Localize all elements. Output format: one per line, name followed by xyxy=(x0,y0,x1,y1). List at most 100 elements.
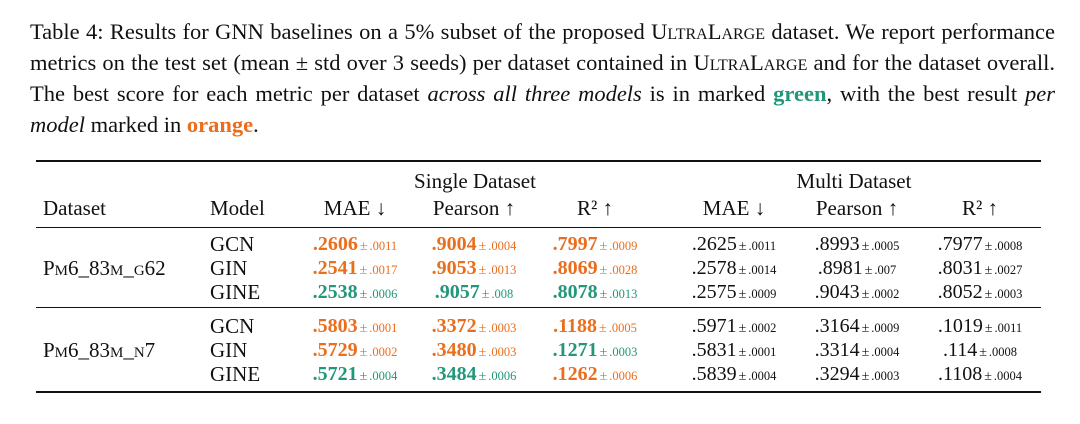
metric-mean: .5729 xyxy=(312,339,358,361)
metric-mean: .5721 xyxy=(312,363,358,385)
caption-text: is in marked xyxy=(641,81,774,106)
plus-minus-sign: ± xyxy=(478,263,487,278)
metric-std: .0001 xyxy=(369,321,398,335)
metric-std: .0014 xyxy=(748,263,777,277)
metric-std: .0008 xyxy=(988,345,1018,359)
dataset-name: Pm6_83m_n7 xyxy=(43,338,156,362)
metric-mean: .8031 xyxy=(937,257,983,279)
metric-cell: .8052 ± .0003 xyxy=(938,280,1023,307)
metric-cell: .8078 ± .0013 xyxy=(553,280,638,307)
plus-minus-sign: ± xyxy=(359,239,368,254)
metric-cell: .5839 ± .0004 xyxy=(692,362,777,389)
plus-minus-sign: ± xyxy=(599,287,608,302)
metric-mean: .5831 xyxy=(691,339,737,361)
plus-minus-sign: ± xyxy=(599,239,608,254)
plus-minus-sign: ± xyxy=(738,345,747,360)
plus-minus-sign: ± xyxy=(359,345,368,360)
column-header-r2-single: R² ↑ xyxy=(576,196,614,220)
plus-minus-sign: ± xyxy=(359,369,368,384)
metric-std: .0004 xyxy=(369,369,398,383)
metric-cell: .9043 ± .0002 xyxy=(815,280,900,307)
metric-std: .0006 xyxy=(369,287,398,301)
metric-mean: .1271 xyxy=(552,339,598,361)
metric-mean: .3294 xyxy=(814,363,860,385)
metric-std: .0011 xyxy=(994,321,1023,335)
column-header-dataset: Dataset xyxy=(43,196,106,220)
plus-minus-sign: ± xyxy=(738,239,747,254)
plus-minus-sign: ± xyxy=(478,239,487,254)
metric-mean: .8069 xyxy=(552,257,598,279)
metric-std: .0003 xyxy=(609,345,638,359)
plus-minus-sign: ± xyxy=(861,321,870,336)
metric-mean: .8993 xyxy=(814,233,860,255)
metric-mean: .2541 xyxy=(312,257,358,279)
plus-minus-sign: ± xyxy=(979,345,987,360)
plus-minus-sign: ± xyxy=(738,321,747,336)
metric-mean: .1108 xyxy=(937,363,983,385)
metric-mean: .5971 xyxy=(691,315,737,337)
metric-mean: .8078 xyxy=(552,281,598,303)
plus-minus-sign: ± xyxy=(984,369,992,384)
metric-std: .0009 xyxy=(748,287,777,301)
caption-green-word: green xyxy=(773,81,827,106)
model-name: GCN xyxy=(210,314,255,338)
metric-std: .0013 xyxy=(488,263,517,277)
metric-mean: .2606 xyxy=(312,233,358,255)
metric-cell: .2541 ± .0017 xyxy=(313,256,398,283)
metric-mean: .3314 xyxy=(814,339,860,361)
caption-text: and for the dataset overall. The best sc… xyxy=(30,50,1055,106)
metric-mean: .1262 xyxy=(552,363,598,385)
metric-mean: .2578 xyxy=(691,257,737,279)
metric-cell: .1188 ± .0005 xyxy=(553,314,637,341)
plus-minus-sign: ± xyxy=(481,287,490,302)
caption-text: dataset. We report performance metrics o… xyxy=(30,19,1055,75)
bottom-rule xyxy=(36,391,1041,393)
plus-minus-sign: ± xyxy=(478,369,487,384)
caption-text: . xyxy=(253,112,259,137)
plus-minus-sign: ± xyxy=(984,287,993,302)
column-header-model: Model xyxy=(210,196,265,220)
metric-cell: .8981 ± .007 xyxy=(818,256,897,283)
metric-std: .0002 xyxy=(748,321,777,335)
plus-minus-sign: ± xyxy=(984,239,993,254)
model-name: GIN xyxy=(210,256,248,280)
plus-minus-sign: ± xyxy=(984,263,993,278)
metric-cell: .5729 ± .0002 xyxy=(313,338,398,365)
metric-cell: .8069 ± .0028 xyxy=(553,256,638,283)
metric-cell: .9053 ± .0013 xyxy=(432,256,517,283)
metric-cell: .9004 ± .0004 xyxy=(432,232,517,259)
caption-emphasis: across all three models xyxy=(427,81,642,106)
metric-std: .0005 xyxy=(608,321,637,335)
caption-text: marked in xyxy=(85,112,187,137)
metric-std: .0003 xyxy=(488,345,517,359)
metric-std: .007 xyxy=(874,263,897,277)
metric-cell: .2538 ± .0006 xyxy=(313,280,398,307)
plus-minus-sign: ± xyxy=(599,321,607,336)
metric-mean: .8052 xyxy=(937,281,983,303)
plus-minus-sign: ± xyxy=(478,321,487,336)
top-rule xyxy=(36,160,1041,162)
metric-mean: .7997 xyxy=(552,233,598,255)
column-header-pearson-single: Pearson ↑ xyxy=(432,196,516,220)
metric-mean: .5839 xyxy=(691,363,737,385)
caption-dataset-name: UltraLarge xyxy=(693,50,808,75)
column-header-mae-single: MAE ↓ xyxy=(323,196,387,220)
metric-cell: .3372 ± .0003 xyxy=(432,314,517,341)
metric-std: .008 xyxy=(491,287,514,301)
metric-std: .0013 xyxy=(609,287,638,301)
metric-std: .0009 xyxy=(871,321,900,335)
plus-minus-sign: ± xyxy=(861,369,870,384)
header-rule xyxy=(36,227,1041,228)
caption-emphasis: per model xyxy=(30,81,1056,137)
plus-minus-sign: ± xyxy=(861,239,870,254)
plus-minus-sign: ± xyxy=(359,287,368,302)
metric-cell: .2578 ± .0014 xyxy=(692,256,777,283)
metric-cell: .5721 ± .0004 xyxy=(313,362,398,389)
metric-cell: .3480 ± .0003 xyxy=(432,338,517,365)
group-rule xyxy=(36,307,1041,308)
metric-cell: .3164 ± .0009 xyxy=(815,314,900,341)
metric-std: .0004 xyxy=(748,369,777,383)
metric-cell: .7997 ± .0009 xyxy=(553,232,638,259)
metric-mean: .1188 xyxy=(553,315,598,337)
metric-cell: .1262 ± .0006 xyxy=(553,362,638,389)
